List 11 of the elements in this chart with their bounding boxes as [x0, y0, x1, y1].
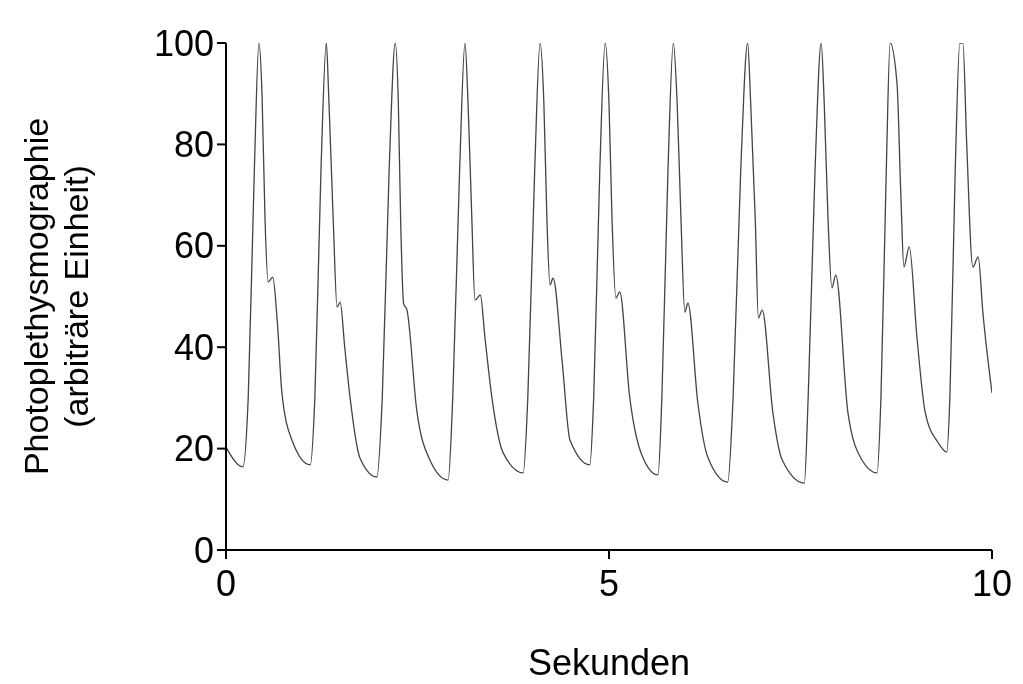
x-tick-label: 5	[598, 563, 620, 604]
y-axis-title: Photoplethysmographie (arbiträre Einheit)	[17, 117, 95, 476]
y-tick-label: 20	[173, 428, 214, 470]
y-tick-label: 80	[173, 124, 214, 165]
y-tick-label: 100	[153, 22, 214, 64]
line-series	[226, 43, 992, 484]
x-axis-title: Sekunden	[527, 642, 691, 683]
y-tick-label: 0	[193, 529, 214, 571]
y-tick-label: 60	[173, 225, 214, 267]
x-tick-label: 10	[971, 563, 1013, 604]
y-tick-label: 40	[173, 326, 214, 368]
